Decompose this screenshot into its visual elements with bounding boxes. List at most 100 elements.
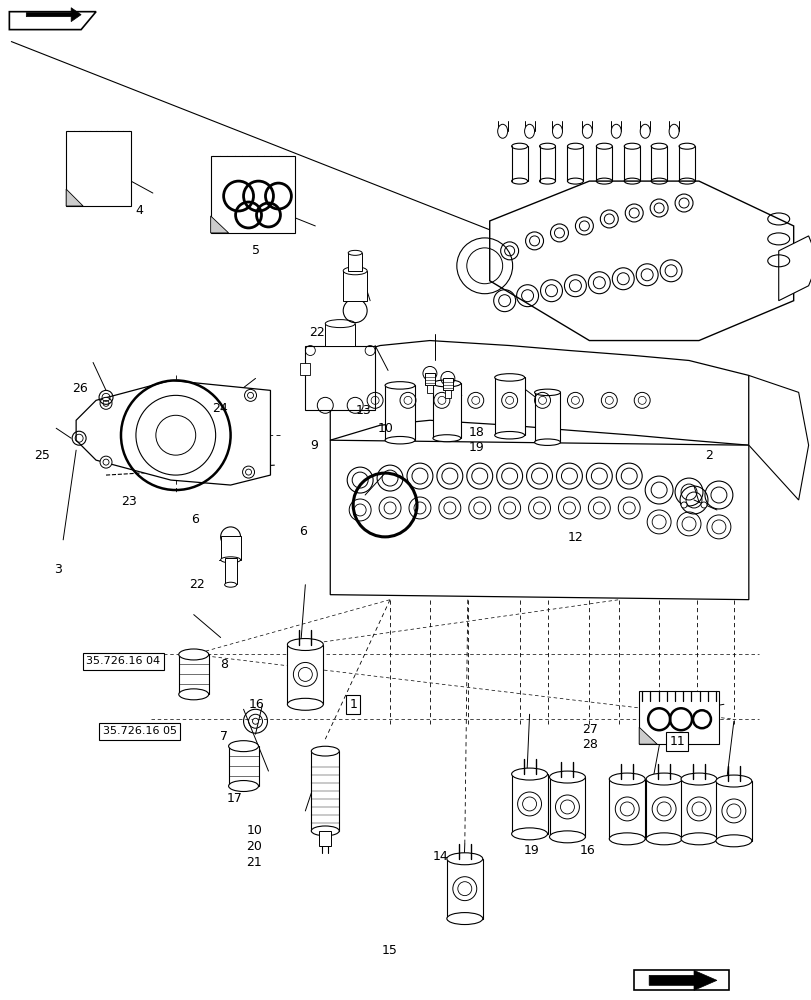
- Polygon shape: [648, 970, 716, 990]
- Circle shape: [252, 718, 258, 724]
- Bar: [178, 654, 208, 694]
- Text: 18: 18: [468, 426, 483, 439]
- Ellipse shape: [221, 557, 240, 563]
- Ellipse shape: [551, 124, 562, 138]
- Text: 21: 21: [247, 856, 262, 869]
- Ellipse shape: [311, 746, 339, 756]
- Text: 10: 10: [377, 422, 393, 435]
- Text: 10: 10: [247, 824, 262, 837]
- Text: 13: 13: [355, 404, 371, 417]
- Polygon shape: [330, 440, 748, 600]
- Text: 16: 16: [579, 844, 595, 857]
- Text: 35.726.16 05: 35.726.16 05: [102, 726, 176, 736]
- Ellipse shape: [639, 124, 650, 138]
- Bar: [494, 377, 524, 435]
- Bar: [444, 390, 450, 398]
- Text: 8: 8: [220, 658, 228, 671]
- Ellipse shape: [432, 435, 461, 442]
- Circle shape: [100, 397, 112, 409]
- Text: 9: 9: [310, 439, 318, 452]
- Polygon shape: [10, 12, 96, 30]
- Ellipse shape: [581, 124, 592, 138]
- Bar: [229, 746, 258, 786]
- Polygon shape: [66, 131, 131, 206]
- Polygon shape: [66, 189, 83, 206]
- Polygon shape: [748, 375, 808, 500]
- Ellipse shape: [384, 436, 414, 444]
- Circle shape: [100, 456, 112, 468]
- Text: 19: 19: [468, 441, 483, 454]
- Bar: [325, 324, 354, 346]
- Polygon shape: [633, 970, 728, 990]
- Bar: [424, 373, 435, 385]
- Polygon shape: [330, 341, 748, 445]
- Bar: [221, 536, 240, 560]
- Polygon shape: [26, 8, 81, 22]
- Bar: [446, 859, 483, 919]
- Text: 28: 28: [581, 738, 598, 751]
- Circle shape: [242, 466, 254, 478]
- Ellipse shape: [432, 380, 461, 387]
- Ellipse shape: [178, 649, 208, 660]
- Ellipse shape: [534, 389, 560, 396]
- Ellipse shape: [384, 382, 414, 389]
- Polygon shape: [210, 216, 229, 233]
- Bar: [348, 253, 362, 271]
- Ellipse shape: [287, 698, 323, 710]
- Text: 35.726.16 04: 35.726.16 04: [86, 656, 161, 666]
- Text: 15: 15: [381, 944, 397, 957]
- Bar: [427, 385, 432, 393]
- Ellipse shape: [511, 768, 547, 780]
- Ellipse shape: [715, 775, 751, 787]
- Text: 3: 3: [54, 563, 62, 576]
- Text: 6: 6: [298, 525, 307, 538]
- Ellipse shape: [608, 833, 645, 845]
- Bar: [680, 779, 716, 839]
- Ellipse shape: [646, 773, 681, 785]
- Ellipse shape: [646, 833, 681, 845]
- Text: 17: 17: [226, 792, 242, 805]
- Polygon shape: [76, 380, 270, 485]
- Ellipse shape: [680, 833, 716, 845]
- Bar: [442, 378, 453, 390]
- Text: 5: 5: [252, 244, 260, 257]
- Bar: [319, 831, 331, 846]
- Ellipse shape: [494, 431, 524, 439]
- Ellipse shape: [446, 853, 483, 865]
- Ellipse shape: [494, 374, 524, 381]
- Bar: [305, 346, 375, 410]
- Text: 22: 22: [308, 326, 324, 339]
- Ellipse shape: [668, 124, 678, 138]
- Ellipse shape: [549, 831, 585, 843]
- Text: 25: 25: [34, 449, 49, 462]
- Ellipse shape: [325, 320, 354, 328]
- Bar: [287, 645, 323, 704]
- Ellipse shape: [680, 773, 716, 785]
- Circle shape: [244, 389, 256, 401]
- Polygon shape: [778, 236, 811, 301]
- Ellipse shape: [446, 913, 483, 925]
- Ellipse shape: [611, 124, 620, 138]
- Polygon shape: [638, 691, 718, 744]
- Bar: [715, 781, 751, 841]
- Circle shape: [700, 502, 706, 508]
- Ellipse shape: [534, 439, 560, 445]
- Text: 11: 11: [668, 735, 684, 748]
- Text: 22: 22: [189, 578, 204, 591]
- Polygon shape: [210, 156, 295, 233]
- Ellipse shape: [608, 773, 645, 785]
- Ellipse shape: [229, 741, 258, 752]
- Text: 23: 23: [121, 495, 137, 508]
- Text: 6: 6: [191, 513, 200, 526]
- Ellipse shape: [311, 826, 339, 836]
- Text: 27: 27: [581, 723, 598, 736]
- Bar: [534, 392, 560, 442]
- Bar: [432, 383, 461, 438]
- Ellipse shape: [715, 835, 751, 847]
- Ellipse shape: [225, 582, 236, 587]
- Text: 19: 19: [523, 844, 539, 857]
- Bar: [511, 774, 547, 834]
- Bar: [311, 751, 339, 831]
- Bar: [225, 558, 236, 584]
- Ellipse shape: [178, 689, 208, 700]
